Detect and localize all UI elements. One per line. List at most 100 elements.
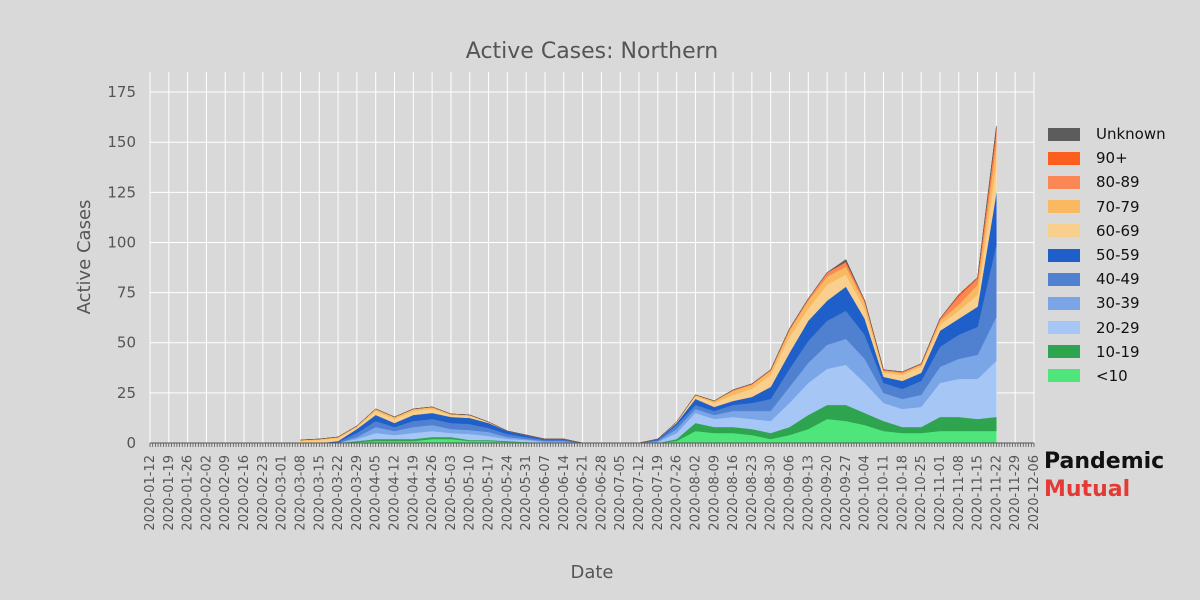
x-tick-label: 2020-09-13 [801, 455, 816, 531]
x-tick-label: 2020-06-28 [594, 455, 609, 531]
x-axis-label: Date [570, 562, 613, 583]
x-tick-label: 2020-05-03 [444, 455, 459, 531]
legend-swatch [1048, 345, 1080, 359]
legend-swatch [1048, 369, 1080, 383]
legend-label: <10 [1096, 366, 1128, 385]
y-tick-label: 50 [117, 334, 136, 352]
x-tick-label: 2020-10-25 [914, 455, 929, 531]
y-tick-label: 0 [126, 434, 136, 452]
legend-label: 20-29 [1096, 318, 1140, 337]
x-tick-label: 2020-11-22 [989, 455, 1004, 531]
x-tick-label: 2020-08-23 [745, 455, 760, 531]
legend-item: 30-39 [1048, 291, 1166, 315]
legend-item: Unknown [1048, 122, 1166, 146]
x-tick-label: 2020-07-12 [632, 455, 647, 531]
y-tick-label: 25 [117, 384, 136, 402]
y-tick-label: 175 [107, 83, 136, 101]
x-tick-label: 2020-03-08 [293, 455, 308, 531]
x-tick-label: 2020-04-19 [406, 455, 421, 531]
legend-label: 10-19 [1096, 342, 1140, 361]
legend-item: 90+ [1048, 146, 1166, 170]
x-tick-label: 2020-08-02 [688, 455, 703, 531]
x-tick-label: 2020-07-26 [670, 455, 685, 531]
chart-title: Active Cases: Northern [466, 39, 718, 64]
legend-label: 60-69 [1096, 221, 1140, 240]
stacked-areas [300, 126, 997, 444]
brand-logo: Pandemic Mutual [1044, 448, 1164, 504]
legend-item: 60-69 [1048, 219, 1166, 243]
legend-item: 70-79 [1048, 195, 1166, 219]
x-tick-label: 2020-09-06 [782, 455, 797, 531]
x-tick-label: 2020-03-29 [350, 455, 365, 531]
x-tick-label: 2020-07-19 [651, 455, 666, 531]
legend: Unknown 90+ 80-89 70-79 60-69 50-59 40-49 30-39… [1048, 122, 1166, 388]
legend-item: 10-19 [1048, 340, 1166, 364]
x-tick-label: 2020-06-07 [538, 455, 553, 531]
x-tick-label: 2020-03-22 [331, 455, 346, 531]
legend-item: 80-89 [1048, 170, 1166, 194]
x-tick-label: 2020-11-29 [1008, 455, 1023, 531]
y-axis-label: Active Cases [74, 200, 95, 315]
legend-swatch [1048, 321, 1080, 335]
x-tick-label: 2020-02-02 [199, 455, 214, 531]
x-axis: 2020-01-12 2020-01-19 2020-01-26 2020-02-02… [143, 442, 1042, 531]
legend-swatch [1048, 248, 1080, 262]
legend-label: 80-89 [1096, 173, 1140, 192]
legend-swatch [1048, 127, 1080, 141]
x-tick-label: 2020-05-17 [482, 455, 497, 531]
legend-label: 40-49 [1096, 270, 1140, 289]
x-tick-label: 2020-06-14 [557, 455, 572, 531]
x-tick-label: 2020-09-27 [839, 455, 854, 531]
x-tick-label: 2020-10-04 [858, 455, 873, 531]
legend-item: 40-49 [1048, 267, 1166, 291]
x-tick-label: 2020-06-21 [576, 455, 591, 531]
legend-label: 90+ [1096, 149, 1128, 168]
y-tick-label: 100 [107, 233, 136, 251]
x-tick-label: 2020-08-09 [707, 455, 722, 531]
x-tick-label: 2020-10-18 [895, 455, 910, 531]
x-tick-label: 2020-04-12 [388, 455, 403, 531]
x-tick-label: 2020-11-08 [952, 455, 967, 531]
legend-swatch [1048, 272, 1080, 286]
x-tick-label: 2020-04-05 [369, 455, 384, 531]
x-tick-label: 2020-08-16 [726, 455, 741, 531]
x-tick-label: 2020-02-16 [237, 455, 252, 531]
legend-item: <10 [1048, 364, 1166, 388]
x-tick-label: 2020-03-15 [312, 455, 327, 531]
x-tick-label: 2020-01-26 [181, 455, 196, 531]
legend-swatch [1048, 175, 1080, 189]
x-tick-label: 2020-03-01 [275, 455, 290, 531]
x-tick-label: 2020-01-19 [162, 455, 177, 531]
legend-item: 20-29 [1048, 316, 1166, 340]
x-tick-label: 2020-05-24 [500, 455, 515, 531]
legend-item: 50-59 [1048, 243, 1166, 267]
x-tick-label: 2020-01-12 [143, 455, 158, 531]
legend-label: 70-79 [1096, 197, 1140, 216]
x-tick-label: 2020-07-05 [613, 455, 628, 531]
x-tick-label: 2020-09-20 [820, 455, 835, 531]
x-tick-label: 2020-11-01 [933, 455, 948, 531]
legend-label: 50-59 [1096, 246, 1140, 265]
legend-swatch [1048, 151, 1080, 165]
x-tick-label: 2020-12-06 [1027, 455, 1042, 531]
x-tick-label: 2020-10-11 [877, 455, 892, 531]
y-axis: 0 25 50 75 100 125 150 175 [107, 83, 136, 452]
y-tick-label: 125 [107, 183, 136, 201]
x-tick-label: 2020-05-31 [519, 455, 534, 531]
x-tick-label: 2020-11-15 [971, 455, 986, 531]
x-tick-label: 2020-04-26 [425, 455, 440, 531]
legend-swatch [1048, 200, 1080, 214]
legend-label: 30-39 [1096, 294, 1140, 313]
brand-line-1: Pandemic [1044, 449, 1165, 474]
y-tick-label: 75 [117, 284, 136, 302]
legend-swatch [1048, 224, 1080, 238]
x-tick-label: 2020-02-09 [218, 455, 233, 531]
y-tick-label: 150 [107, 133, 136, 151]
area-unknown [300, 126, 997, 444]
x-tick-label: 2020-05-10 [463, 455, 478, 531]
x-tick-label: 2020-02-23 [256, 455, 271, 531]
x-tick-label: 2020-08-30 [764, 455, 779, 531]
legend-label: Unknown [1096, 125, 1166, 144]
legend-swatch [1048, 296, 1080, 310]
